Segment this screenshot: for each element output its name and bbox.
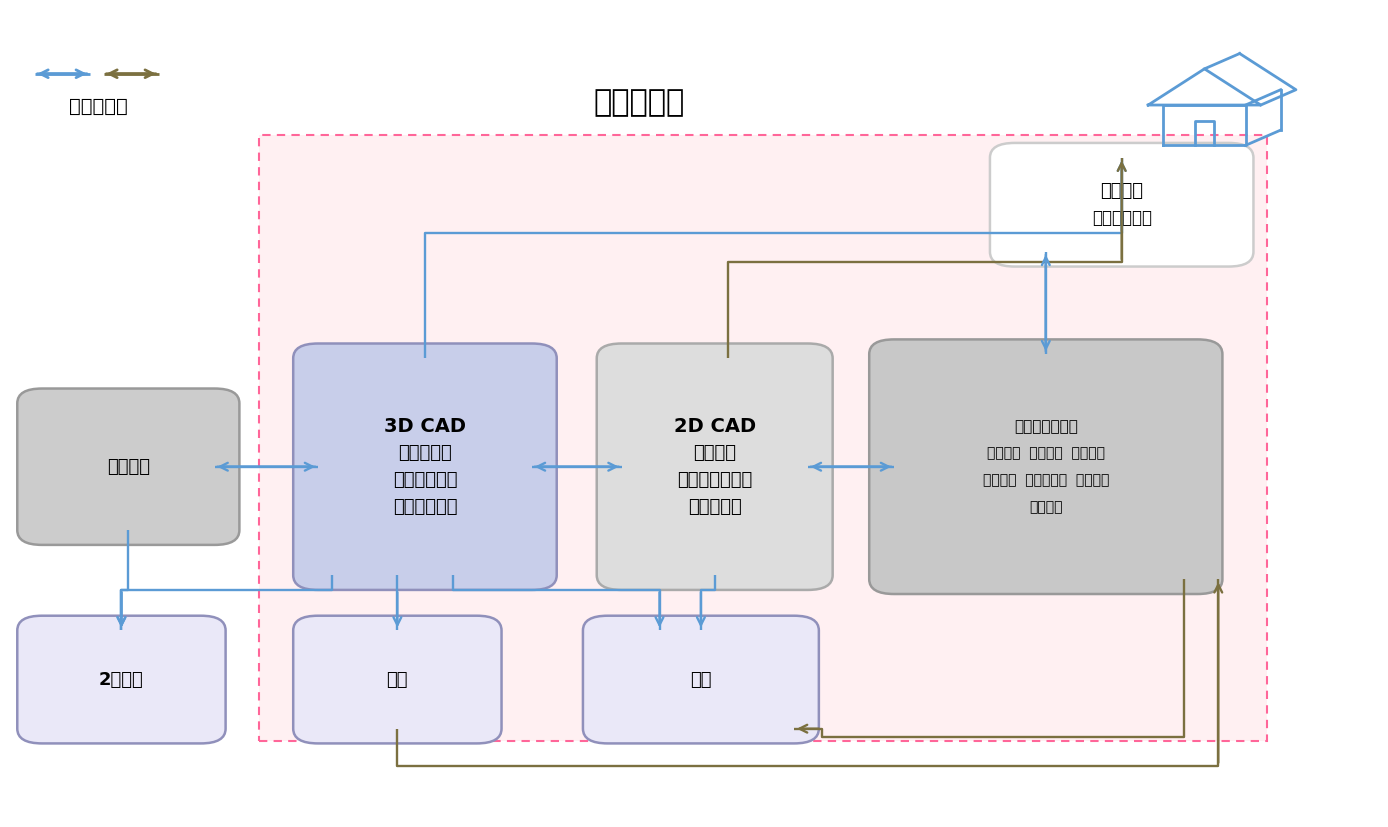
- Text: 企画開発: 企画開発: [107, 457, 150, 476]
- Text: パターン: パターン: [693, 444, 736, 462]
- Text: 絵型情報  縫製情報  原料情報: 絵型情報 縫製情報 原料情報: [987, 447, 1105, 460]
- Text: 3D CAD: 3D CAD: [384, 417, 466, 436]
- Text: 2次加工: 2次加工: [99, 671, 144, 689]
- Text: 製品情報: 製品情報: [1029, 500, 1063, 514]
- Text: データ連携: データ連携: [68, 97, 128, 116]
- FancyBboxPatch shape: [260, 135, 1267, 741]
- FancyBboxPatch shape: [597, 343, 833, 590]
- FancyBboxPatch shape: [990, 143, 1253, 266]
- Text: モデリング: モデリング: [398, 444, 452, 462]
- FancyBboxPatch shape: [869, 339, 1223, 594]
- Text: 2D CAD: 2D CAD: [673, 417, 755, 436]
- Text: マーキング: マーキング: [688, 498, 741, 516]
- Text: 資材情報  サイズ情報  加工情報: 資材情報 サイズ情報 加工情報: [983, 473, 1109, 487]
- FancyBboxPatch shape: [17, 389, 239, 545]
- Text: グラフィック: グラフィック: [393, 498, 457, 516]
- FancyBboxPatch shape: [293, 616, 501, 743]
- FancyBboxPatch shape: [293, 343, 557, 590]
- FancyBboxPatch shape: [17, 616, 226, 743]
- Text: 仕様書システム: 仕様書システム: [1013, 418, 1077, 433]
- Text: 資材: 資材: [690, 671, 712, 689]
- Text: グレーディング: グレーディング: [677, 471, 752, 490]
- Text: 精巧の領域: 精巧の領域: [593, 88, 684, 117]
- FancyBboxPatch shape: [583, 616, 819, 743]
- Text: （クチーレ）: （クチーレ）: [1092, 209, 1152, 227]
- Text: 縫製工場: 縫製工場: [1101, 182, 1144, 200]
- Text: 原料: 原料: [387, 671, 408, 689]
- Text: テクスチャー: テクスチャー: [393, 471, 457, 490]
